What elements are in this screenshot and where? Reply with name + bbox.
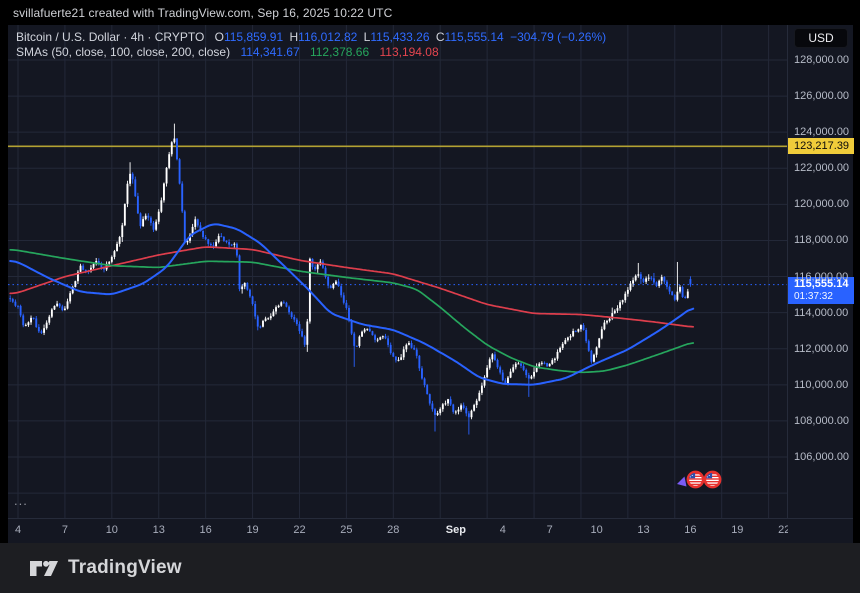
- time-axis-label: 19: [246, 524, 259, 536]
- time-axis-label: 19: [731, 524, 744, 536]
- price-axis-label: 114,000.00: [794, 306, 849, 319]
- us-flag-icon-2[interactable]: [703, 470, 722, 489]
- time-axis-label: 7: [546, 524, 553, 536]
- ohlc-close-value: 115,555.14: [444, 30, 504, 44]
- price-axis-label: 124,000.00: [794, 126, 850, 139]
- sma100-value: 112,378.66: [309, 45, 370, 59]
- change-value: −304.79 (−0.26%): [510, 30, 607, 44]
- time-axis-label: 28: [387, 524, 400, 536]
- grid-layer: [8, 25, 787, 518]
- tradingview-logo-icon[interactable]: [29, 556, 59, 580]
- price-axis-label: 118,000.00: [794, 234, 849, 247]
- sma-lines-layer: [9, 223, 695, 386]
- us-flag-icon-1[interactable]: [686, 470, 705, 489]
- ohlc-low-value: 115,433.26: [370, 30, 430, 44]
- attribution-text: svillafuerte21 created with TradingView.…: [13, 5, 393, 20]
- bar-countdown: 01:37:32: [794, 290, 833, 302]
- symbol-title: Bitcoin / U.S. Dollar · 4h · CRYPTO: [16, 30, 205, 44]
- price-axis-label: 126,000.00: [794, 90, 850, 103]
- price-axis-label: 116,000.00: [794, 270, 849, 283]
- time-axis-label: 22: [293, 524, 306, 536]
- time-axis-label: 4: [499, 524, 506, 536]
- tradingview-logo-text[interactable]: TradingView: [68, 557, 182, 578]
- ohlc-open-label: O: [214, 30, 224, 44]
- chart-legend: Bitcoin / U.S. Dollar · 4h · CRYPTO O115…: [16, 30, 606, 60]
- time-axis-label: 10: [590, 524, 603, 536]
- chart-widget: Bitcoin / U.S. Dollar · 4h · CRYPTO O115…: [8, 25, 854, 543]
- ohlc-high-label: H: [289, 30, 299, 44]
- ohlc-low-label: L: [363, 30, 371, 44]
- time-axis-label: Sep: [445, 524, 466, 536]
- time-axis-label: 22: [778, 524, 788, 536]
- last-price-value: 115,555.14: [794, 277, 849, 290]
- event-markers-layer[interactable]: [677, 470, 722, 489]
- ohlc-close-label: C: [435, 30, 445, 44]
- more-ellipsis-button[interactable]: ...: [14, 493, 28, 508]
- logo-bar: TradingView: [0, 543, 860, 593]
- price-axis-label: 122,000.00: [794, 162, 850, 175]
- ohlc-open-value: 115,859.91: [223, 30, 284, 44]
- price-axis-label: 128,000.00: [794, 54, 850, 66]
- price-axis-label: 120,000.00: [794, 198, 850, 211]
- candles-layer: [9, 123, 692, 435]
- attribution-bar: svillafuerte21 created with TradingView.…: [0, 0, 860, 25]
- time-axis-label: 25: [340, 524, 353, 536]
- time-axis-label: 13: [152, 524, 165, 536]
- price-axis-label: 108,000.00: [794, 414, 850, 427]
- time-axis-label: 16: [684, 524, 697, 536]
- ohlc-high-value: 116,012.82: [298, 30, 358, 44]
- price-chart-canvas[interactable]: [8, 25, 787, 518]
- time-axis-labels: 4 7 10 13 16 19 22 25 28 Sep 4 7 10 13 16 19 22: [8, 519, 788, 544]
- time-axis-label: 10: [105, 524, 118, 536]
- legend-row-symbol: Bitcoin / U.S. Dollar · 4h · CRYPTO O115…: [16, 30, 606, 45]
- sma50-value: 114,341.67: [240, 45, 300, 59]
- legend-row-smas: SMAs (50, close, 100, close, 200, close)…: [16, 45, 606, 60]
- time-axis-label: 7: [61, 524, 68, 536]
- time-axis-label: 4: [14, 524, 22, 536]
- sma200-value: 113,194.08: [379, 45, 439, 59]
- price-axis-label: 110,000.00: [794, 378, 849, 391]
- smas-label: SMAs (50, close, 100, close, 200, close): [16, 45, 231, 59]
- price-axis[interactable]: USD 123,217.39 115,555.14 01:37:32 128,0…: [787, 25, 854, 518]
- price-axis-label: 106,000.00: [794, 451, 850, 463]
- time-axis-label: 13: [637, 524, 650, 536]
- time-axis-label: 16: [199, 524, 212, 536]
- currency-usd-button[interactable]: USD: [794, 28, 848, 48]
- price-pane[interactable]: [8, 25, 787, 518]
- level-price-badge: 123,217.39: [788, 138, 854, 155]
- price-axis-label: 112,000.00: [794, 342, 849, 355]
- time-axis[interactable]: 4 7 10 13 16 19 22 25 28 Sep 4 7 10 13 16 19 22: [8, 518, 853, 543]
- event-arrow-icon[interactable]: [677, 476, 687, 487]
- level-price-value: 123,217.39: [794, 140, 850, 153]
- last-price-badge: 115,555.14 01:37:32: [788, 276, 854, 304]
